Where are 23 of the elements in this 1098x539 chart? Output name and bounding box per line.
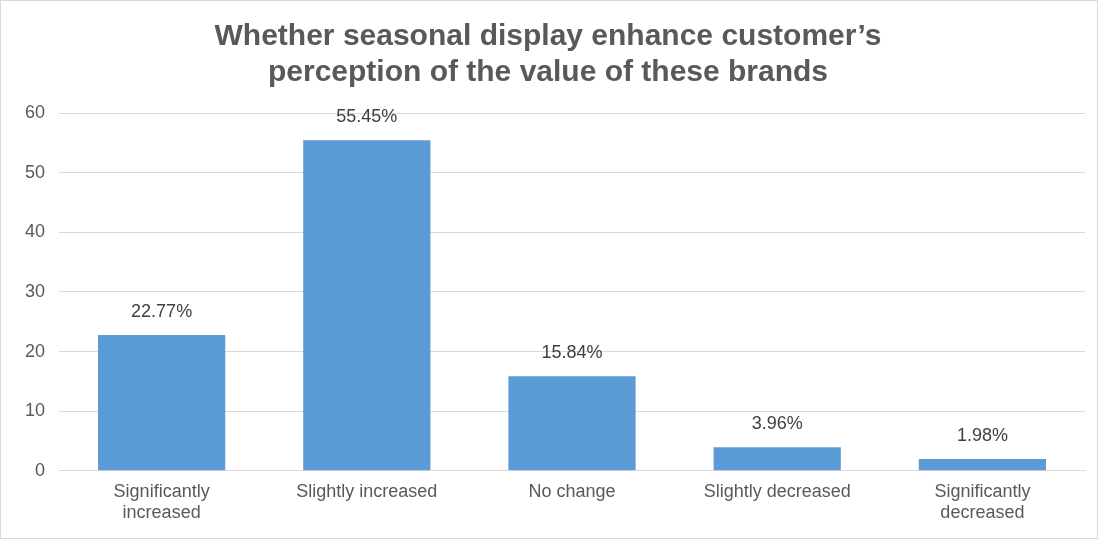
y-tick-label: 30: [24, 280, 46, 301]
y-tick-label: 60: [24, 101, 46, 122]
y-tick-label: 50: [24, 161, 46, 182]
y-tick-label: 20: [24, 340, 46, 361]
bar: [98, 335, 226, 471]
bar: [508, 376, 636, 471]
y-tick-label: 0: [35, 459, 46, 480]
data-label: 3.96%: [751, 413, 803, 434]
data-label: 1.98%: [956, 424, 1008, 445]
y-tick-label: 40: [24, 221, 46, 242]
bar: [713, 447, 841, 471]
data-label: 55.45%: [336, 106, 398, 127]
x-tick-label: Significantly increased: [113, 480, 210, 523]
x-tick-label: Slightly increased: [296, 480, 438, 501]
x-tick-label: Slightly decreased: [703, 480, 851, 501]
chart-title: Whether seasonal display enhance customer’s perception of the value of these brands: [214, 18, 882, 88]
bar: [918, 458, 1047, 471]
y-tick-label: 10: [24, 400, 46, 421]
bar: [303, 140, 431, 471]
x-tick-label: Significantly decreased: [934, 480, 1031, 523]
data-label: 15.84%: [541, 342, 603, 363]
x-tick-label: No change: [528, 480, 616, 501]
data-label: 22.77%: [131, 300, 193, 321]
